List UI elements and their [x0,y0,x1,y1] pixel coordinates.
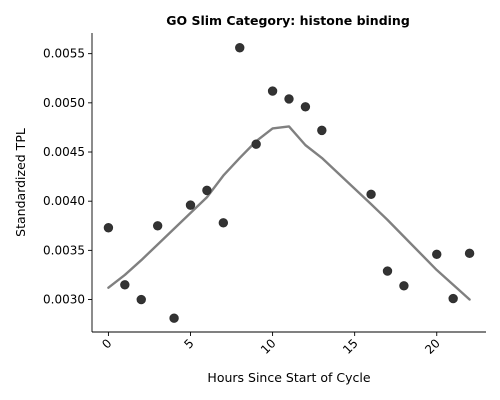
data-point [218,218,229,228]
data-point [432,249,442,260]
y-tick-label: 0.0035 [43,243,85,257]
data-point [251,139,261,149]
x-ticks: 0 5 10 15 20 [99,332,443,357]
x-tick-label: 20 [422,336,443,357]
y-tick-label: 0.0055 [43,47,85,61]
data-point [235,43,245,53]
trend-line [107,125,471,301]
data-point [169,313,179,323]
x-axis-label: Hours Since Start of Cycle [207,370,370,385]
y-ticks: 0.0030 0.0035 0.0040 0.0045 0.0050 0.0055 [43,47,92,307]
y-axis-label: Standardized TPL [13,128,28,237]
y-tick-label: 0.0040 [43,194,85,208]
data-point [317,125,327,136]
data-point [448,293,458,304]
y-tick-label: 0.0030 [43,293,85,307]
data-point [464,248,475,259]
data-point [284,94,294,104]
plot-axes [91,33,486,333]
data-point [136,294,146,305]
x-tick-label: 0 [99,336,114,351]
chart-title: GO Slim Category: histone binding [166,13,410,28]
y-tick-label: 0.0050 [43,96,85,110]
data-point [267,86,278,96]
y-tick-label: 0.0045 [43,145,85,159]
trend-line-layer [107,125,471,301]
data-point [382,266,393,276]
x-tick-label: 15 [340,336,361,357]
data-point [103,223,114,233]
data-point [120,280,130,290]
data-point [152,221,163,231]
points-layer [103,43,475,323]
x-tick-label: 5 [181,336,196,351]
data-point [399,281,409,291]
data-point [185,200,196,210]
x-tick-label: 10 [258,336,279,357]
data-point [202,185,212,196]
data-point [366,189,376,200]
data-point [300,102,311,112]
